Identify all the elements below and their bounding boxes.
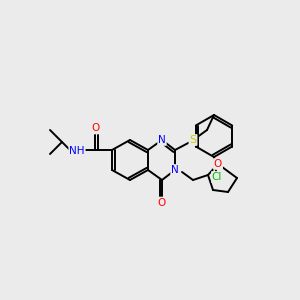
- Text: NH: NH: [69, 146, 85, 156]
- Text: N: N: [158, 135, 166, 145]
- Text: O: O: [214, 159, 222, 169]
- Text: O: O: [158, 198, 166, 208]
- Text: Cl: Cl: [212, 172, 222, 182]
- Text: N: N: [171, 165, 179, 175]
- Text: S: S: [189, 135, 197, 145]
- Text: O: O: [91, 123, 99, 133]
